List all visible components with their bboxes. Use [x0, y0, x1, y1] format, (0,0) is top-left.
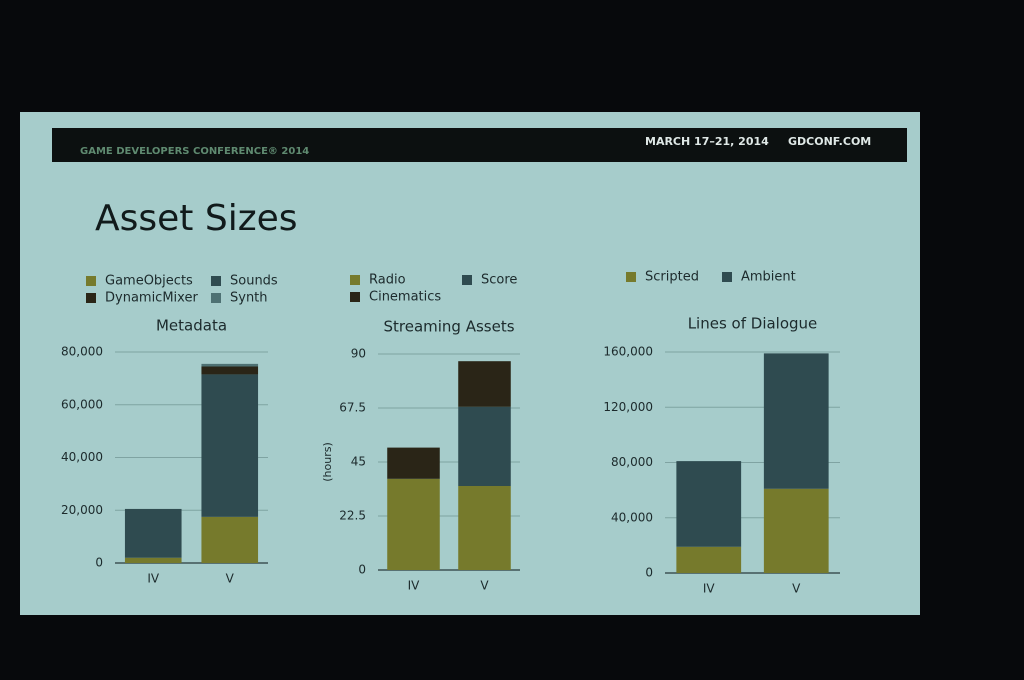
bar-segment: [676, 546, 742, 573]
legend-swatch: [462, 275, 472, 285]
legend-label: Ambient: [741, 270, 796, 285]
slide-title: Asset Sizes: [95, 198, 298, 239]
legend-label: GameObjects: [105, 274, 193, 289]
x-tick-label: IV: [408, 579, 421, 593]
legend-swatch: [722, 272, 732, 282]
legend-swatch: [350, 275, 360, 285]
y-tick-label: 160,000: [603, 345, 653, 359]
dates: MARCH 17–21, 2014: [645, 135, 769, 148]
conference: GAME DEVELOPERS CONFERENCE® 2014: [80, 146, 309, 157]
header-bar: [52, 128, 907, 162]
bar-segment: [387, 447, 440, 479]
y-tick-label: 20,000: [61, 503, 103, 517]
legend-label: Radio: [369, 273, 406, 288]
y-tick-label: 0: [358, 563, 366, 577]
y-tick-label: 0: [645, 566, 653, 580]
legend-label: Synth: [230, 291, 268, 306]
x-tick-label: IV: [703, 582, 716, 596]
bar-segment: [676, 461, 742, 547]
bar-segment: [458, 361, 511, 407]
bar-segment: [458, 486, 511, 570]
y-tick-label: 120,000: [603, 400, 653, 414]
legend-swatch: [86, 276, 96, 286]
legend-swatch: [626, 272, 636, 282]
x-tick-label: V: [792, 582, 801, 596]
x-tick-label: V: [226, 572, 235, 586]
bar-segment: [458, 406, 511, 486]
y-tick-label: 80,000: [61, 345, 103, 359]
legend-label: Scripted: [645, 270, 699, 285]
y-tick-label: 80,000: [611, 455, 653, 469]
legend-label: Score: [481, 273, 517, 288]
legend-swatch: [211, 293, 221, 303]
y-tick-label: 90: [351, 347, 366, 361]
y-tick-label: 0: [95, 556, 103, 570]
site: GDCONF.COM: [788, 135, 871, 148]
legend-swatch: [211, 276, 221, 286]
y-tick-label: 40,000: [61, 450, 103, 464]
bar-segment: [763, 353, 829, 489]
y-tick-label: 67.5: [339, 401, 366, 415]
y-tick-label: 22.5: [339, 509, 366, 523]
legend-swatch: [350, 292, 360, 302]
y-tick-label: 40,000: [611, 510, 653, 524]
legend-label: Cinematics: [369, 290, 441, 305]
bar-segment: [201, 366, 259, 375]
x-tick-label: IV: [147, 572, 160, 586]
chart-title: Metadata: [156, 317, 227, 335]
y-tick-label: 45: [351, 455, 366, 469]
bar-segment: [201, 363, 259, 367]
y-tick-label: 60,000: [61, 397, 103, 411]
bar-segment: [201, 516, 259, 563]
bar-segment: [763, 488, 829, 573]
x-tick-label: V: [480, 579, 489, 593]
bar-segment: [387, 478, 440, 570]
bar-segment: [124, 508, 182, 558]
bar-segment: [124, 557, 182, 563]
legend-swatch: [86, 293, 96, 303]
chart-title: Lines of Dialogue: [688, 315, 818, 333]
legend-label: DynamicMixer: [105, 291, 198, 306]
y-axis-label: (hours): [321, 442, 334, 482]
chart-title: Streaming Assets: [383, 318, 514, 336]
bar-segment: [201, 374, 259, 517]
legend-label: Sounds: [230, 274, 278, 289]
